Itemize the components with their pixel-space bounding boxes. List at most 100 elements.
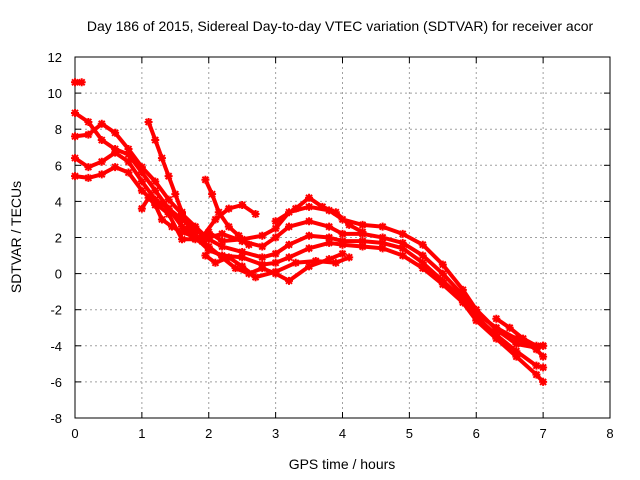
data-point bbox=[438, 260, 447, 269]
data-point bbox=[137, 168, 146, 177]
data-point bbox=[124, 157, 133, 166]
data-point bbox=[271, 267, 280, 276]
data-point bbox=[97, 136, 106, 145]
data-point bbox=[178, 222, 186, 231]
series-line bbox=[203, 253, 352, 280]
x-tick-label: 0 bbox=[71, 426, 78, 441]
data-point bbox=[532, 361, 541, 370]
data-point bbox=[358, 228, 367, 237]
data-point bbox=[84, 130, 93, 139]
data-point bbox=[251, 210, 260, 219]
data-point bbox=[458, 285, 467, 294]
data-point bbox=[305, 231, 314, 240]
x-tick-label: 1 bbox=[138, 426, 145, 441]
y-tick-label: 8 bbox=[55, 122, 62, 137]
data-point bbox=[164, 204, 173, 213]
data-point bbox=[151, 136, 160, 145]
data-point bbox=[311, 256, 320, 265]
data-point bbox=[198, 233, 207, 242]
x-tick-label: 5 bbox=[406, 426, 413, 441]
data-point bbox=[398, 238, 407, 247]
data-point bbox=[305, 193, 314, 202]
data-point bbox=[208, 190, 217, 199]
data-point bbox=[137, 204, 146, 213]
data-point bbox=[97, 170, 106, 179]
data-point bbox=[519, 334, 528, 343]
data-point bbox=[191, 226, 200, 235]
data-point bbox=[318, 202, 327, 211]
data-point bbox=[167, 222, 176, 231]
data-point bbox=[214, 208, 223, 217]
data-point bbox=[178, 228, 186, 237]
data-point bbox=[238, 247, 247, 256]
data-point bbox=[539, 363, 548, 372]
data-point bbox=[338, 249, 347, 258]
data-point bbox=[231, 264, 240, 273]
data-point bbox=[539, 377, 548, 386]
data-point bbox=[211, 258, 220, 267]
data-point bbox=[111, 148, 120, 157]
y-tick-label: 6 bbox=[55, 158, 62, 173]
data-point bbox=[378, 238, 387, 247]
data-point bbox=[258, 253, 267, 262]
data-point bbox=[224, 222, 233, 231]
x-tick-label: 6 bbox=[473, 426, 480, 441]
data-point bbox=[211, 215, 220, 224]
y-tick-label: 4 bbox=[55, 194, 62, 209]
data-point bbox=[201, 251, 210, 260]
data-point bbox=[532, 341, 541, 350]
data-point bbox=[244, 240, 253, 249]
data-point bbox=[492, 314, 501, 323]
series-track-2 bbox=[71, 108, 548, 386]
data-point bbox=[438, 269, 447, 278]
data-point bbox=[438, 276, 447, 285]
data-point bbox=[224, 204, 233, 213]
data-point bbox=[539, 352, 548, 361]
data-point bbox=[144, 117, 153, 126]
data-point bbox=[285, 276, 293, 285]
data-point bbox=[398, 251, 407, 260]
data-point bbox=[325, 233, 334, 242]
data-point bbox=[512, 352, 521, 361]
data-point bbox=[378, 222, 387, 231]
data-point bbox=[271, 233, 280, 242]
data-point bbox=[325, 222, 334, 231]
series-track-9 bbox=[201, 251, 354, 282]
data-point bbox=[532, 370, 541, 379]
y-tick-label: -6 bbox=[50, 375, 62, 390]
data-point bbox=[77, 78, 86, 87]
data-point bbox=[331, 208, 340, 217]
data-point bbox=[331, 258, 340, 267]
data-point bbox=[285, 240, 293, 249]
y-tick-label: 12 bbox=[48, 50, 62, 65]
data-point bbox=[305, 244, 314, 253]
data-point bbox=[218, 237, 227, 246]
data-point bbox=[157, 154, 166, 163]
x-axis-ticks: 0 1 2 3 4 5 6 7 8 bbox=[71, 57, 614, 441]
data-point bbox=[234, 231, 243, 240]
data-point bbox=[238, 201, 247, 210]
data-point bbox=[124, 168, 133, 177]
data-point bbox=[418, 240, 427, 249]
data-point bbox=[285, 222, 293, 231]
data-point bbox=[492, 325, 501, 334]
y-axis-ticks: -8 -6 -4 -2 0 2 4 6 8 10 12 bbox=[48, 50, 610, 426]
y-axis-label: SDTVAR / TECUs bbox=[8, 181, 24, 293]
data-point bbox=[358, 237, 367, 246]
data-point bbox=[184, 222, 193, 231]
x-tick-label: 8 bbox=[606, 426, 613, 441]
data-point bbox=[151, 177, 160, 186]
x-axis-label: GPS time / hours bbox=[289, 456, 396, 472]
data-point bbox=[84, 163, 93, 172]
data-point bbox=[358, 242, 367, 251]
data-point bbox=[144, 193, 153, 202]
data-point bbox=[218, 229, 227, 238]
data-point bbox=[398, 244, 407, 253]
data-point bbox=[271, 258, 280, 267]
data-point bbox=[338, 229, 347, 238]
data-point bbox=[305, 217, 314, 226]
data-point bbox=[137, 177, 146, 186]
data-point bbox=[512, 334, 521, 343]
data-point bbox=[258, 242, 267, 251]
